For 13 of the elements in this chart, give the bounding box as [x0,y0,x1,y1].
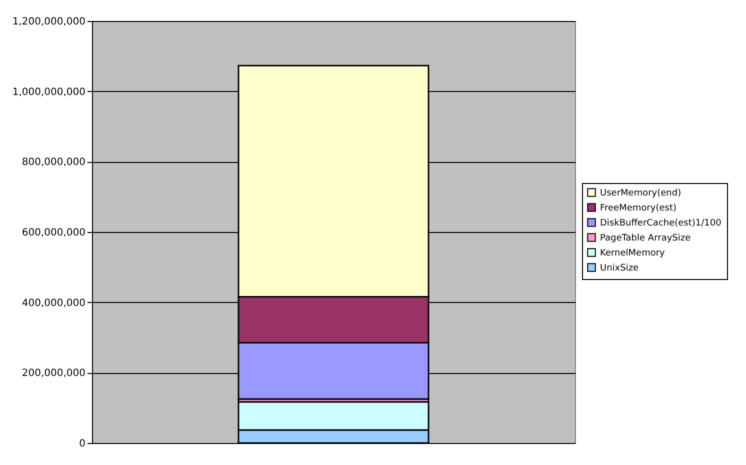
y-tick-label: 800,000,000 [22,157,86,168]
legend-label: PageTable ArraySize [600,234,692,244]
legend-label: UserMemory(end) [600,188,682,198]
y-tick-label: 600,000,000 [22,228,86,238]
y-tick-label: 1,000,000,000 [12,86,86,98]
legend-label: FreeMemory(est) [600,204,676,214]
legend-label: KernelMemory [600,248,666,258]
y-tick-label: 0 [79,438,86,450]
y-tick-label: 200,000,000 [22,368,86,380]
legend-label: DiskBufferCache(est)1/100 [600,218,722,228]
y-tick-label: 1,200,000,000 [12,16,86,28]
y-tick-label: 400,000,000 [22,298,86,309]
legend-label: UnixSize [600,264,640,274]
